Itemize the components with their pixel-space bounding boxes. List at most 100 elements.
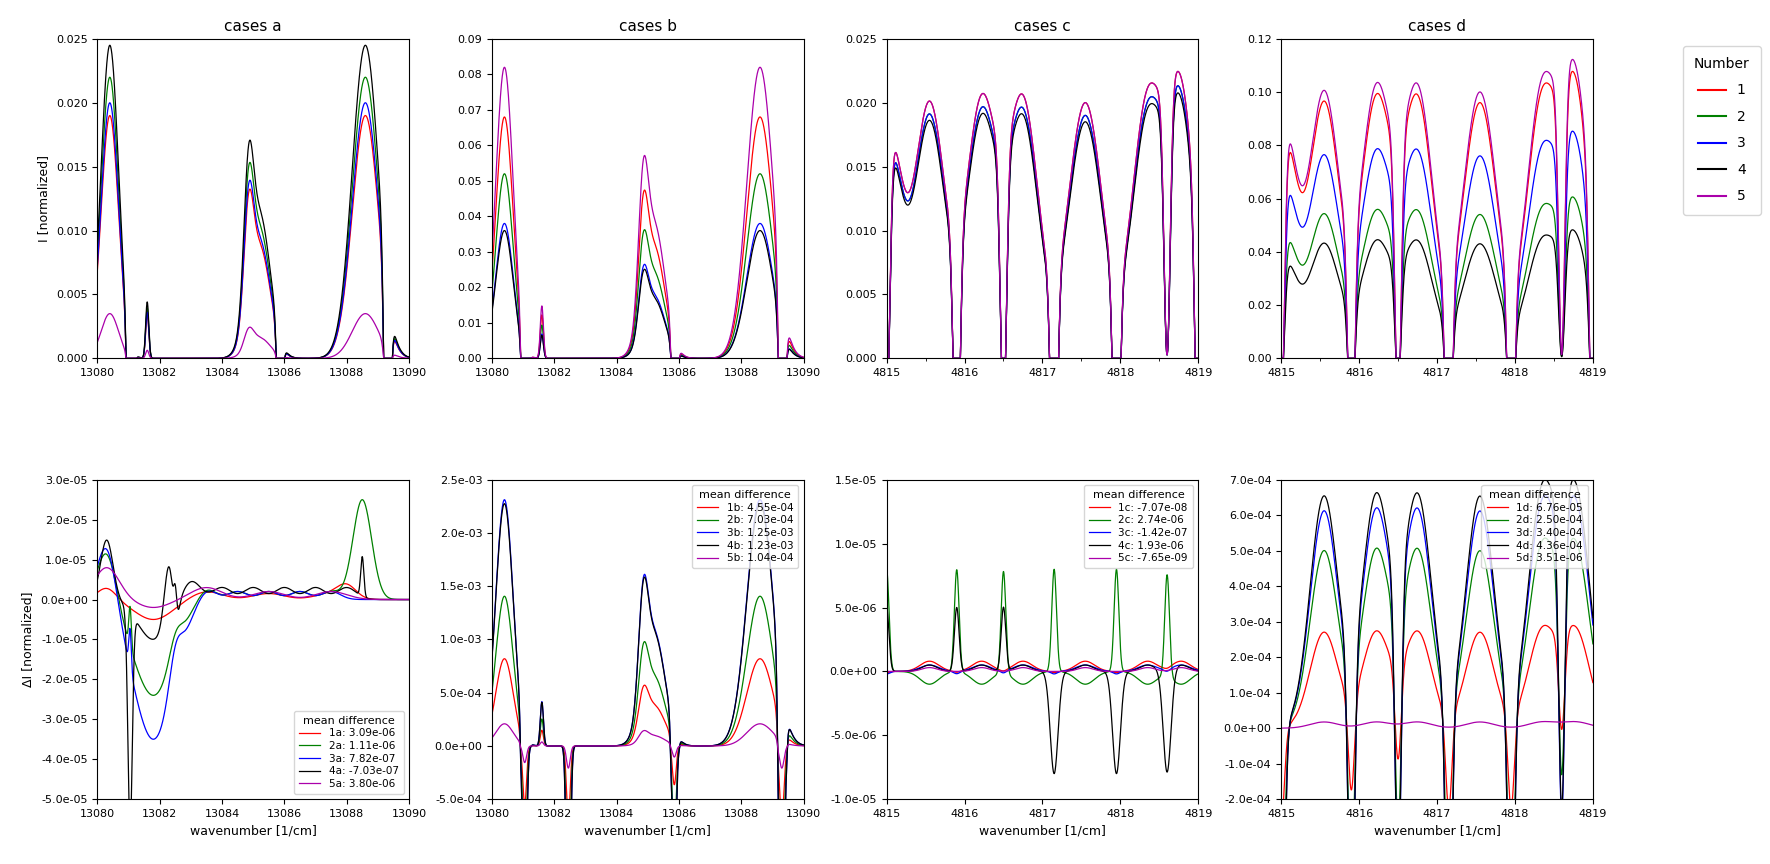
2a: 1.11e-06: (1.31e+04, 9.32e-11): 1.11e-06: (1.31e+04, 9.32e-11): [398, 594, 419, 605]
3a: 7.82e-07: (1.31e+04, 2.67e-19): 7.82e-07: (1.31e+04, 2.67e-19): [393, 594, 414, 605]
2a: 1.11e-06: (1.31e+04, 7.37e-06): 1.11e-06: (1.31e+04, 7.37e-06): [87, 565, 108, 575]
1c: -7.07e-08: (4.82e+03, 1.49e-07): -7.07e-08: (4.82e+03, 1.49e-07): [1188, 664, 1209, 675]
3b: 1.25e-03: (1.31e+04, -0.000517): 1.25e-03: (1.31e+04, -0.000517): [517, 796, 538, 806]
2b: 7.03e-04: (1.31e+04, 5.87e-06): 7.03e-04: (1.31e+04, 5.87e-06): [536, 740, 558, 751]
Line: 2d: 2.50e-04: 2d: 2.50e-04: [1281, 538, 1593, 864]
2d: 2.50e-04: (4.82e+03, 0.000368): 2.50e-04: (4.82e+03, 0.000368): [1577, 592, 1598, 602]
4c: 1.93e-06: (4.82e+03, 2.57e-06): 1.93e-06: (4.82e+03, 2.57e-06): [995, 633, 1016, 644]
1c: -7.07e-08: (4.82e+03, 3.95e-07): -7.07e-08: (4.82e+03, 3.95e-07): [1182, 661, 1204, 671]
4b: 1.23e-03: (1.31e+04, 0.00228): 1.23e-03: (1.31e+04, 0.00228): [494, 499, 515, 509]
1d: 6.76e-05: (4.82e+03, 1.58e-06): 6.76e-05: (4.82e+03, 1.58e-06): [1389, 722, 1411, 733]
1c: -7.07e-08: (4.82e+03, 5.89e-07): -7.07e-08: (4.82e+03, 5.89e-07): [912, 658, 933, 669]
4b: 1.23e-03: (1.31e+04, 9.49e-06): 1.23e-03: (1.31e+04, 9.49e-06): [536, 740, 558, 750]
3a: 7.82e-07: (1.31e+04, 1.59e-06): 7.82e-07: (1.31e+04, 1.59e-06): [219, 588, 241, 599]
3a: 7.82e-07: (1.31e+04, 8.34e-06): 7.82e-07: (1.31e+04, 8.34e-06): [87, 561, 108, 571]
4b: 1.23e-03: (1.31e+04, 5.39e-07): 1.23e-03: (1.31e+04, 5.39e-07): [602, 740, 623, 751]
3a: 7.82e-07: (1.31e+04, 1.28e-05): 7.82e-07: (1.31e+04, 1.28e-05): [94, 543, 115, 554]
4a: -7.03e-07: (1.31e+04, 4.85e-06): -7.03e-07: (1.31e+04, 4.85e-06): [87, 575, 108, 585]
4a: -7.03e-07: (1.31e+04, 6.7e-16): -7.03e-07: (1.31e+04, 6.7e-16): [398, 594, 419, 605]
2b: 7.03e-04: (1.31e+04, -0.000311): 7.03e-04: (1.31e+04, -0.000311): [517, 774, 538, 785]
1d: 6.76e-05: (4.82e+03, -0.000268): 6.76e-05: (4.82e+03, -0.000268): [1271, 818, 1292, 829]
4b: 1.23e-03: (1.31e+04, 3.15e-05): 1.23e-03: (1.31e+04, 3.15e-05): [614, 737, 635, 747]
1b: 4.55e-04: (1.31e+04, 3.42e-06): 4.55e-04: (1.31e+04, 3.42e-06): [536, 740, 558, 751]
2d: 2.50e-04: (4.82e+03, 0.000499): 2.50e-04: (4.82e+03, 0.000499): [1404, 546, 1425, 556]
3a: 7.82e-07: (1.31e+04, 4.3e-10): 7.82e-07: (1.31e+04, 4.3e-10): [359, 594, 381, 605]
3c: -1.42e-07: (4.82e+03, 2.47e-07): -1.42e-07: (4.82e+03, 2.47e-07): [1182, 663, 1204, 673]
5c: -7.65e-09: (4.82e+03, 1.16e-07): -7.65e-09: (4.82e+03, 1.16e-07): [1149, 664, 1170, 675]
Line: 4d: 4.36e-04: 4d: 4.36e-04: [1281, 480, 1593, 864]
5d: 3.51e-06: (4.82e+03, 1.77e-05): 3.51e-06: (4.82e+03, 1.77e-05): [1543, 717, 1565, 727]
4a: -7.03e-07: (1.31e+04, 1.52e-07): -7.03e-07: (1.31e+04, 1.52e-07): [359, 594, 381, 604]
5d: 3.51e-06: (4.82e+03, 1.3e-05): 3.51e-06: (4.82e+03, 1.3e-05): [1324, 718, 1345, 728]
Legend: 1c: -7.07e-08, 2c: 2.74e-06, 3c: -1.42e-07, 4c: 1.93e-06, 5c: -7.65e-09: 1c: -7.07e-08, 2c: 2.74e-06, 3c: -1.42e-…: [1083, 485, 1193, 569]
2d: 2.50e-04: (4.82e+03, 0.000489): 2.50e-04: (4.82e+03, 0.000489): [1543, 550, 1565, 560]
3b: 1.25e-03: (1.31e+04, 3.65e-05): 1.25e-03: (1.31e+04, 3.65e-05): [788, 737, 809, 747]
Legend: 1a: 3.09e-06, 2a: 1.11e-06, 3a: 7.82e-07, 4a: -7.03e-07, 5a: 3.80e-06: 1a: 3.09e-06, 2a: 1.11e-06, 3a: 7.82e-07…: [294, 710, 404, 794]
3c: -1.42e-07: (4.82e+03, -2.47e-08): -1.42e-07: (4.82e+03, -2.47e-08): [995, 666, 1016, 677]
5c: -7.65e-09: (4.82e+03, 1.93e-07): -7.65e-09: (4.82e+03, 1.93e-07): [912, 664, 933, 674]
4b: 1.23e-03: (1.31e+04, -0.000508): 1.23e-03: (1.31e+04, -0.000508): [517, 795, 538, 805]
1a: 3.09e-06: (1.31e+04, -2.67e-06): 3.09e-06: (1.31e+04, -2.67e-06): [122, 605, 143, 615]
4b: 1.23e-03: (1.31e+04, 8.8e-06): 1.23e-03: (1.31e+04, 8.8e-06): [793, 740, 814, 750]
Line: 2a: 1.11e-06: 2a: 1.11e-06: [97, 499, 409, 696]
3c: -1.42e-07: (4.82e+03, 5.01e-07): -1.42e-07: (4.82e+03, 5.01e-07): [1136, 660, 1158, 670]
Title: cases d: cases d: [1409, 18, 1466, 34]
2a: 1.11e-06: (1.31e+04, 1.59e-06): 1.11e-06: (1.31e+04, 1.59e-06): [219, 588, 241, 599]
5a: 3.80e-06: (1.31e+04, 7.45e-12): 3.80e-06: (1.31e+04, 7.45e-12): [398, 594, 419, 605]
2c: 2.74e-06: (4.82e+03, -9.39e-07): 2.74e-06: (4.82e+03, -9.39e-07): [1009, 678, 1030, 689]
4d: 4.36e-04: (4.82e+03, -0.000149): 4.36e-04: (4.82e+03, -0.000149): [1389, 776, 1411, 786]
4a: -7.03e-07: (1.31e+04, 2.13e-06): -7.03e-07: (1.31e+04, 2.13e-06): [219, 586, 241, 596]
3b: 1.25e-03: (1.31e+04, 0.00221): 1.25e-03: (1.31e+04, 0.00221): [754, 506, 775, 517]
5c: -7.65e-09: (4.82e+03, 1.08e-07): -7.65e-09: (4.82e+03, 1.08e-07): [1182, 664, 1204, 675]
5a: 3.80e-06: (1.31e+04, 1e-06): 3.80e-06: (1.31e+04, 1e-06): [219, 590, 241, 600]
Y-axis label: I [normalized]: I [normalized]: [37, 156, 50, 242]
4c: 1.93e-06: (4.82e+03, 4.59e-07): 1.93e-06: (4.82e+03, 4.59e-07): [1009, 660, 1030, 670]
4a: -7.03e-07: (1.31e+04, 3.74e-14): -7.03e-07: (1.31e+04, 3.74e-14): [393, 594, 414, 605]
4a: -7.03e-07: (1.31e+04, 1.49e-05): -7.03e-07: (1.31e+04, 1.49e-05): [96, 535, 117, 545]
4c: 1.93e-06: (4.82e+03, 4.45e-08): 1.93e-06: (4.82e+03, 4.45e-08): [1188, 665, 1209, 676]
5b: 1.04e-04: (1.31e+04, -0.000208): 1.04e-04: (1.31e+04, -0.000208): [772, 763, 793, 773]
5c: -7.65e-09: (4.82e+03, 8.1e-14): -7.65e-09: (4.82e+03, 8.1e-14): [876, 666, 897, 677]
1d: 6.76e-05: (4.82e+03, 0.00027): 6.76e-05: (4.82e+03, 0.00027): [1404, 627, 1425, 638]
2c: 2.74e-06: (4.82e+03, -4.93e-07): 2.74e-06: (4.82e+03, -4.93e-07): [1182, 672, 1204, 683]
Line: 1d: 6.76e-05: 1d: 6.76e-05: [1281, 626, 1593, 823]
4d: 4.36e-04: (4.82e+03, 0.000571): 4.36e-04: (4.82e+03, 0.000571): [1306, 520, 1328, 530]
2d: 2.50e-04: (4.82e+03, 0.000536): 2.50e-04: (4.82e+03, 0.000536): [1535, 533, 1556, 543]
Line: 3a: 7.82e-07: 3a: 7.82e-07: [97, 549, 409, 740]
1d: 6.76e-05: (4.82e+03, 0.00029): 6.76e-05: (4.82e+03, 0.00029): [1535, 620, 1556, 631]
Line: 5a: 3.80e-06: 5a: 3.80e-06: [97, 568, 409, 607]
4c: 1.93e-06: (4.82e+03, -6.28e-07): 1.93e-06: (4.82e+03, -6.28e-07): [1149, 674, 1170, 684]
5c: -7.65e-09: (4.82e+03, 1.07e-07): -7.65e-09: (4.82e+03, 1.07e-07): [929, 665, 950, 676]
4d: 4.36e-04: (4.82e+03, 0.000701): 4.36e-04: (4.82e+03, 0.000701): [1535, 474, 1556, 485]
4d: 4.36e-04: (4.82e+03, 0.000311): 4.36e-04: (4.82e+03, 0.000311): [1582, 613, 1604, 623]
4d: 4.36e-04: (4.82e+03, 0.000485): 4.36e-04: (4.82e+03, 0.000485): [1324, 551, 1345, 562]
5b: 1.04e-04: (1.31e+04, 7.5e-05): 1.04e-04: (1.31e+04, 7.5e-05): [481, 733, 503, 743]
1b: 4.55e-04: (1.31e+04, 1.29e-05): 4.55e-04: (1.31e+04, 1.29e-05): [788, 740, 809, 750]
2c: 2.74e-06: (4.82e+03, 4e-06): 2.74e-06: (4.82e+03, 4e-06): [995, 615, 1016, 626]
3d: 3.40e-04: (4.82e+03, 0.000534): 3.40e-04: (4.82e+03, 0.000534): [1306, 533, 1328, 543]
2c: 2.74e-06: (4.82e+03, -1.86e-07): 2.74e-06: (4.82e+03, -1.86e-07): [1188, 669, 1209, 679]
5d: 3.51e-06: (4.82e+03, 1.24e-05): 3.51e-06: (4.82e+03, 1.24e-05): [1389, 719, 1411, 729]
Line: 3c: -1.42e-07: 3c: -1.42e-07: [887, 665, 1198, 674]
4b: 1.23e-03: (1.31e+04, 3.59e-05): 1.23e-03: (1.31e+04, 3.59e-05): [788, 737, 809, 747]
5b: 1.04e-04: (1.31e+04, 8.04e-07): 1.04e-04: (1.31e+04, 8.04e-07): [793, 740, 814, 751]
1c: -7.07e-08: (4.82e+03, 7.51e-07): -7.07e-08: (4.82e+03, 7.51e-07): [1009, 657, 1030, 667]
5d: 3.51e-06: (4.82e+03, 1.75e-05): 3.51e-06: (4.82e+03, 1.75e-05): [1404, 717, 1425, 727]
5a: 3.80e-06: (1.31e+04, 9.57e-08): 3.80e-06: (1.31e+04, 9.57e-08): [359, 594, 381, 604]
4a: -7.03e-07: (1.31e+04, -2.53e-05): -7.03e-07: (1.31e+04, -2.53e-05): [122, 696, 143, 706]
1b: 4.55e-04: (1.31e+04, -0.000161): 4.55e-04: (1.31e+04, -0.000161): [517, 758, 538, 768]
3b: 1.25e-03: (1.31e+04, 0.000834): 1.25e-03: (1.31e+04, 0.000834): [481, 652, 503, 663]
Line: 3b: 1.25e-03: 3b: 1.25e-03: [492, 499, 804, 864]
3c: -1.42e-07: (4.82e+03, 9.31e-08): -1.42e-07: (4.82e+03, 9.31e-08): [1188, 665, 1209, 676]
Line: 1a: 3.09e-06: 1a: 3.09e-06: [97, 584, 409, 619]
1c: -7.07e-08: (4.82e+03, 4.4e-07): -7.07e-08: (4.82e+03, 4.4e-07): [1149, 661, 1170, 671]
3d: 3.40e-04: (4.82e+03, 0.000656): 3.40e-04: (4.82e+03, 0.000656): [1535, 490, 1556, 500]
3b: 1.25e-03: (1.31e+04, 0.00231): 1.25e-03: (1.31e+04, 0.00231): [494, 494, 515, 505]
3d: 3.40e-04: (4.82e+03, 0.000454): 3.40e-04: (4.82e+03, 0.000454): [1324, 562, 1345, 572]
4c: 1.93e-06: (4.82e+03, 3.22e-07): 1.93e-06: (4.82e+03, 3.22e-07): [912, 662, 933, 672]
Line: 3d: 3.40e-04: 3d: 3.40e-04: [1281, 495, 1593, 864]
Line: 2c: 2.74e-06: 2c: 2.74e-06: [887, 569, 1198, 684]
3b: 1.25e-03: (1.31e+04, 8.94e-06): 1.25e-03: (1.31e+04, 8.94e-06): [793, 740, 814, 750]
1b: 4.55e-04: (1.31e+04, 0.000295): 4.55e-04: (1.31e+04, 0.000295): [481, 709, 503, 720]
Line: 2b: 7.03e-04: 2b: 7.03e-04: [492, 596, 804, 864]
